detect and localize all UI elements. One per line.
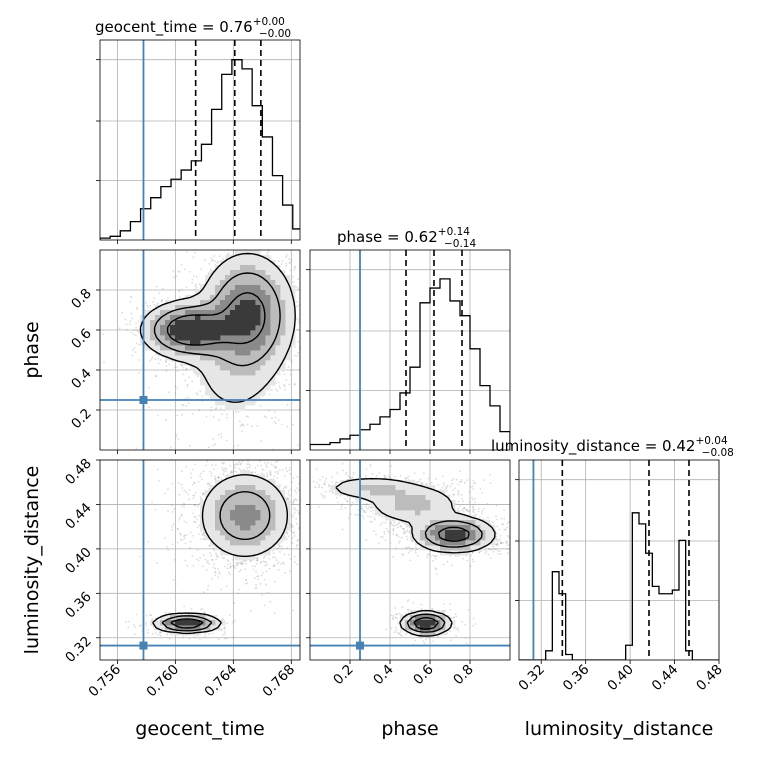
contour-line (166, 292, 266, 346)
x-tick-label: 0.40 (604, 662, 637, 695)
title-geocent-time: geocent_time = 0.76+0.00 −0.00 (95, 16, 291, 40)
xlabel-geocent-time: geocent_time (135, 718, 264, 740)
x-tick-label: 0.760 (144, 662, 183, 701)
y-tick-label: 0.6 (68, 326, 95, 353)
panel-frame (518, 459, 720, 661)
contour-line (335, 478, 496, 637)
xlabel-phase: phase (381, 718, 438, 740)
y-tick-label: 0.40 (62, 544, 95, 577)
x-tick-label: 0.2 (330, 662, 357, 689)
contour-line (152, 474, 288, 635)
x-tick-label: 0.8 (450, 662, 477, 689)
density-level (415, 530, 466, 631)
histogram-panel-geocent-time (96, 39, 301, 244)
contour-line (153, 272, 281, 367)
truth-marker (139, 396, 148, 404)
y-tick-label: 0.4 (68, 366, 95, 393)
x-tick-label: 0.44 (649, 662, 682, 695)
histogram-panel-luminosity-distance: 0.32 0.36 0.40 0.44 0.48 (515, 459, 726, 695)
contour-line (161, 491, 271, 632)
contour-line (406, 520, 483, 633)
contour-line (139, 252, 296, 403)
xlabel-luminosity-distance: luminosity_distance (525, 718, 714, 740)
ylabel-phase: phase (21, 321, 43, 378)
histogram-panel-phase (306, 249, 511, 454)
density-level (170, 300, 261, 346)
title-phase: phase = 0.62+0.14 −0.14 (337, 226, 476, 250)
joint-panel-geocent-luminosity: 0.756 0.760 0.764 0.768 0.32 0.36 0.40 0.44 0.48 (62, 456, 301, 701)
panel-frame (99, 459, 301, 661)
histogram-step (100, 59, 300, 240)
truth-marker (356, 641, 364, 650)
y-tick-label: 0.8 (68, 286, 95, 313)
histogram-step (310, 278, 510, 450)
density-level (150, 470, 291, 636)
joint-panel-phase-luminosity: 0.2 0.4 0.6 0.8 (306, 459, 511, 689)
x-tick-label: 0.4 (370, 662, 397, 689)
y-tick-label: 0.32 (62, 633, 95, 666)
panel-frame (309, 459, 511, 661)
panel-frame (99, 249, 301, 451)
density-level (175, 620, 201, 626)
y-tick-label: 0.44 (62, 500, 95, 533)
x-tick-label: 0.764 (202, 662, 241, 701)
contour-line (170, 618, 204, 629)
x-tick-label: 0.6 (410, 662, 437, 689)
panel-frame (99, 39, 301, 241)
contour-line (413, 526, 470, 630)
y-tick-label: 0.36 (62, 589, 95, 622)
x-tick-label: 0.32 (515, 662, 548, 695)
truth-marker (139, 641, 148, 650)
x-tick-label: 0.756 (86, 662, 125, 701)
title-luminosity-distance: luminosity_distance = 0.42+0.04 −0.08 (491, 435, 734, 459)
ylabel-luminosity-distance: luminosity_distance (21, 466, 43, 655)
y-tick-label: 0.2 (68, 406, 95, 433)
panel-frame (309, 249, 511, 451)
x-tick-label: 0.48 (693, 662, 726, 695)
y-tick-label: 0.48 (62, 456, 95, 489)
x-tick-label: 0.768 (259, 662, 298, 701)
histogram-step (519, 512, 719, 660)
x-tick-label: 0.36 (560, 662, 593, 695)
joint-panel-geocent-phase: 0.2 0.4 0.6 0.8 (68, 249, 301, 454)
